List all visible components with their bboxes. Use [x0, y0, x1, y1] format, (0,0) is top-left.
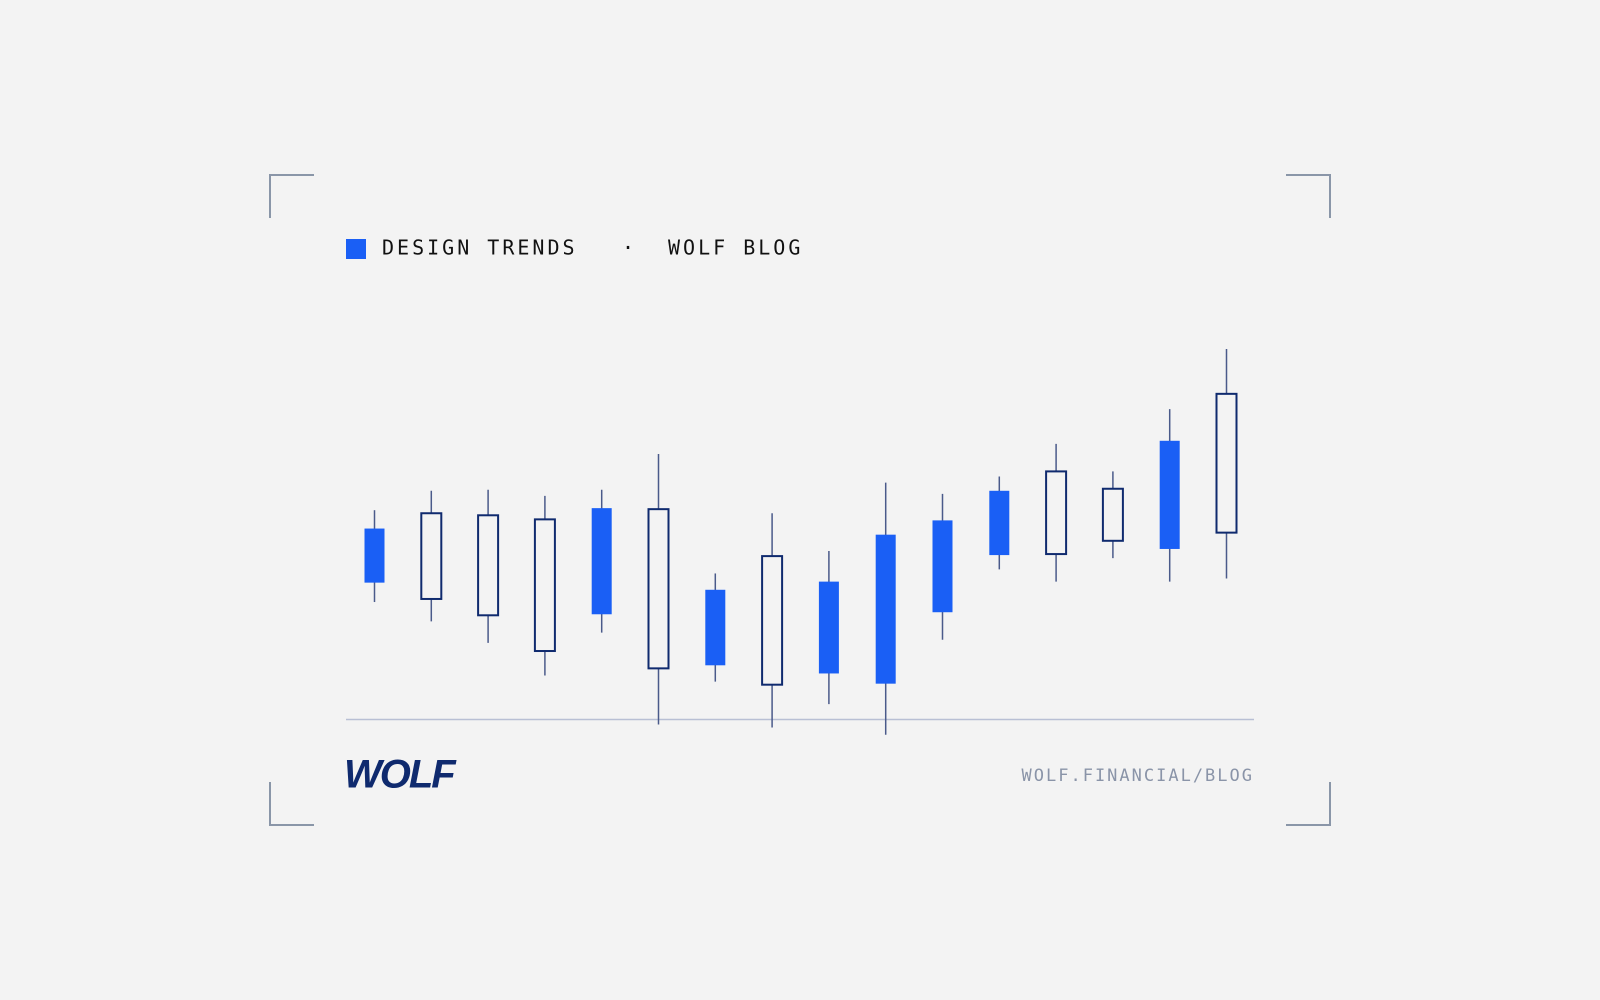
- separator: ·: [622, 236, 634, 260]
- candle-body: [591, 508, 612, 615]
- plot: [364, 348, 1238, 735]
- candle-body: [818, 581, 839, 674]
- candle-body: [420, 512, 443, 600]
- candle-body: [932, 520, 953, 613]
- candle-body: [761, 555, 784, 686]
- candle-body: [533, 518, 556, 653]
- candle-body: [1101, 487, 1124, 542]
- tag: DESIGN TRENDS: [382, 236, 578, 260]
- candle-body: [477, 514, 500, 617]
- corner: [1286, 174, 1331, 218]
- tag-square: [346, 239, 366, 259]
- candle-body: [364, 528, 385, 583]
- url: WOLF.FINANCIAL/BLOG: [1022, 766, 1254, 786]
- corner: [1286, 782, 1331, 826]
- candle-body: [1159, 440, 1180, 549]
- candle-body: [1045, 470, 1068, 556]
- candle-body: [647, 508, 670, 670]
- logo: WOLF: [344, 753, 457, 797]
- candle-body: [705, 589, 726, 666]
- corner: [269, 782, 314, 826]
- candle-body: [1215, 392, 1238, 534]
- candle-body: [989, 490, 1010, 556]
- candle-body: [875, 534, 896, 684]
- blog-name: WOLF BLOG: [668, 236, 803, 260]
- corner: [269, 174, 314, 218]
